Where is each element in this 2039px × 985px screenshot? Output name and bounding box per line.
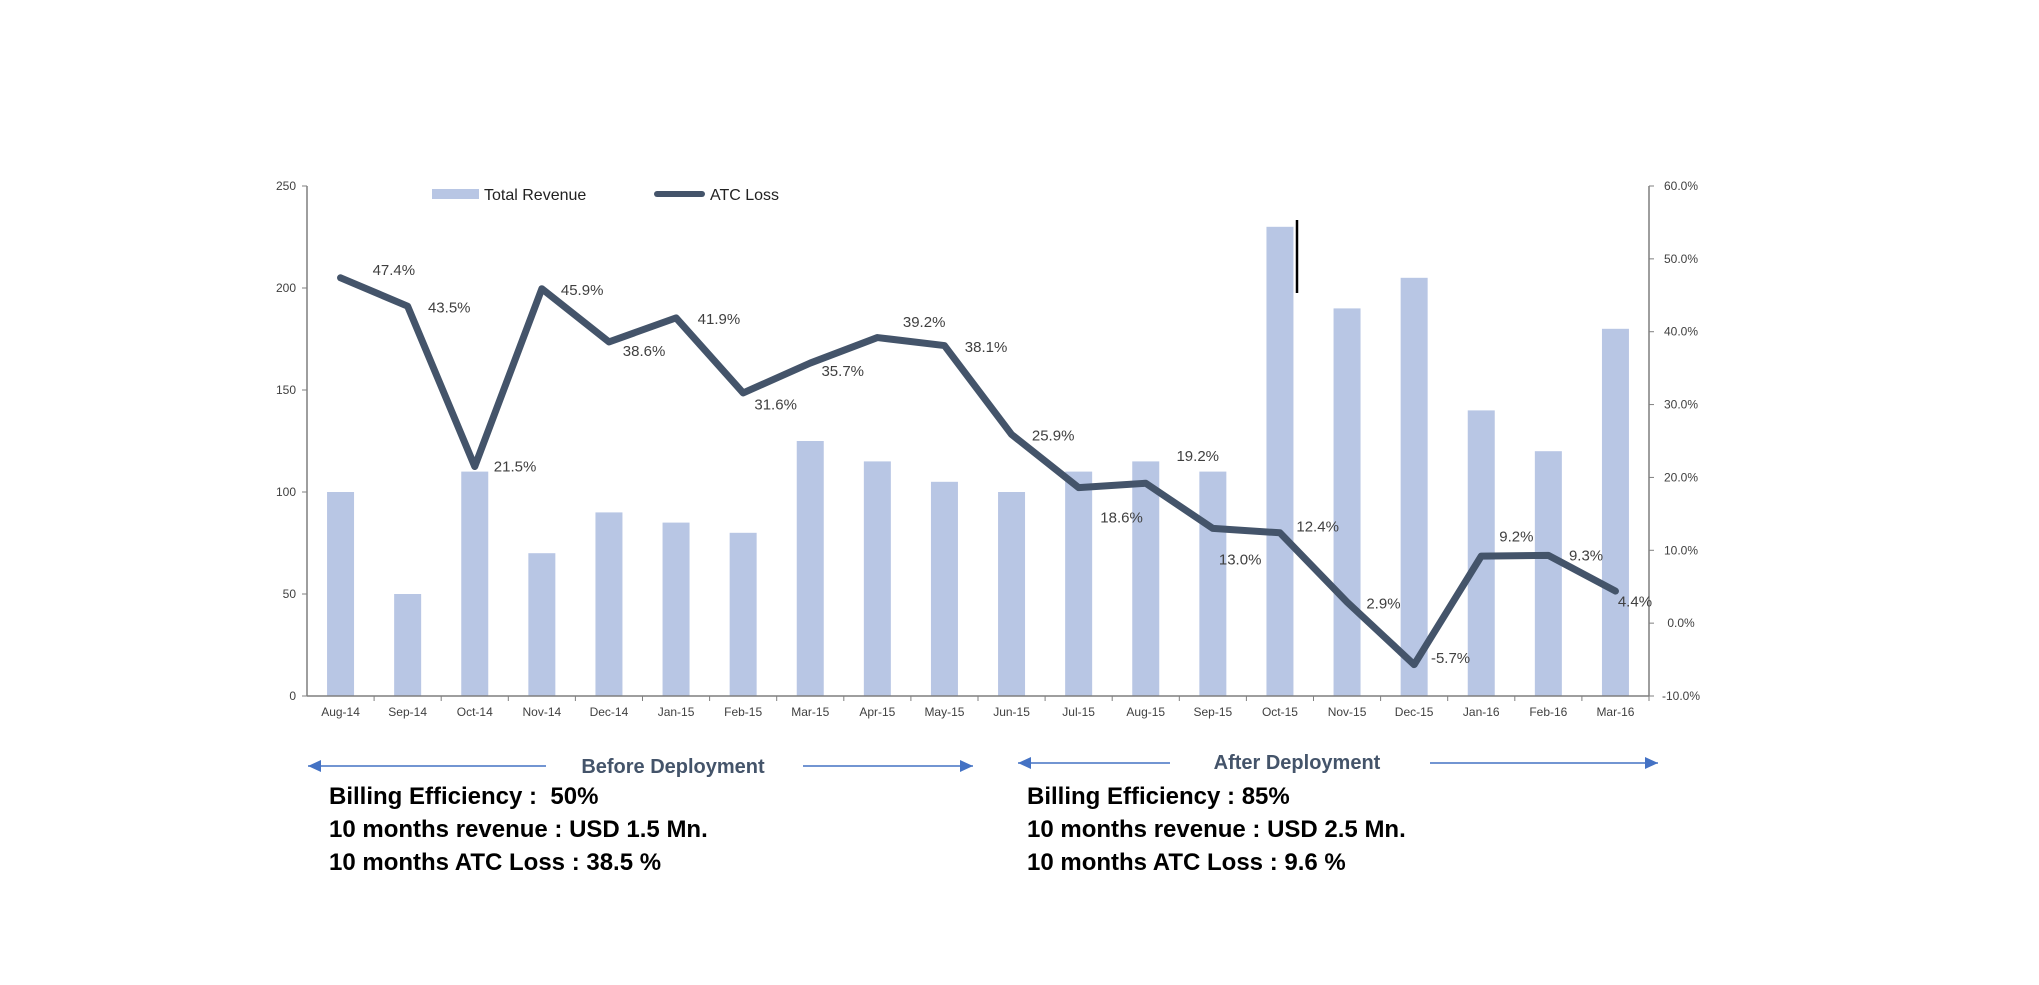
bar-feb-15 [729, 532, 757, 696]
x-tick-label: Dec-14 [590, 705, 629, 719]
x-tick-label: Dec-15 [1395, 705, 1434, 719]
bar-sep-15 [1199, 471, 1227, 696]
right-tick-label: 40.0% [1664, 325, 1698, 339]
before-deployment-title: Before Deployment [581, 756, 765, 778]
left-tick-label: 250 [276, 179, 296, 193]
bar-oct-14 [461, 471, 489, 696]
right-tick-label: 0.0% [1667, 616, 1695, 630]
x-tick-label: Jul-15 [1062, 705, 1095, 719]
legend-swatch-total-revenue [432, 189, 479, 199]
data-label: 12.4% [1296, 518, 1339, 535]
before-deployment-stats: Billing Efficiency : 50% 10 months reven… [329, 780, 708, 879]
data-label: 25.9% [1032, 428, 1075, 445]
data-label: 9.2% [1499, 529, 1533, 546]
bar-feb-16 [1534, 451, 1562, 696]
data-label: 21.5% [494, 459, 537, 476]
after-deployment-title: After Deployment [1214, 752, 1381, 774]
x-tick-label: Oct-14 [457, 705, 493, 719]
bar-mar-16 [1601, 328, 1629, 696]
left-tick-label: 100 [276, 485, 296, 499]
bar-nov-14 [528, 553, 556, 696]
right-tick-label: 30.0% [1664, 398, 1698, 412]
x-tick-label: Jan-15 [658, 705, 695, 719]
data-label: 35.7% [821, 363, 864, 380]
x-tick-label: Aug-14 [321, 705, 360, 719]
data-label: 38.1% [965, 339, 1008, 356]
data-label: 13.0% [1219, 552, 1262, 569]
legend: Total Revenue ATC Loss [432, 187, 779, 204]
right-tick-label: 10.0% [1664, 543, 1698, 557]
x-tick-label: May-15 [924, 705, 964, 719]
x-tick-label: Jun-15 [993, 705, 1030, 719]
right-tick-label: 60.0% [1664, 179, 1698, 193]
before-arrow-left-head [308, 760, 321, 772]
bar-sep-14 [394, 594, 422, 696]
x-tick-label: Feb-15 [724, 705, 762, 719]
data-label: 31.6% [754, 397, 797, 414]
before-arrow-right-head [960, 760, 973, 772]
left-tick-label: 0 [289, 689, 296, 703]
bar-mar-15 [796, 441, 824, 696]
before-revenue: 10 months revenue : USD 1.5 Mn. [329, 816, 708, 843]
data-label: 39.2% [903, 314, 946, 331]
x-tick-label: Jan-16 [1463, 705, 1500, 719]
right-tick-label: 50.0% [1664, 252, 1698, 266]
data-label: 45.9% [561, 282, 604, 299]
x-tick-label: Mar-16 [1596, 705, 1634, 719]
data-label: 38.6% [623, 343, 666, 360]
data-label: 2.9% [1366, 595, 1400, 612]
atc-loss-line [337, 274, 1619, 669]
bar-dec-15 [1400, 277, 1428, 696]
right-tick-label: 20.0% [1664, 470, 1698, 484]
left-tick-label: 50 [283, 587, 297, 601]
data-label: -5.7% [1431, 650, 1470, 667]
x-tick-label: Apr-15 [859, 705, 895, 719]
left-tick-label: 200 [276, 281, 296, 295]
before-atc-loss: 10 months ATC Loss : 38.5 % [329, 849, 662, 876]
after-arrow-left-head [1018, 757, 1031, 769]
legend-label-atc-loss: ATC Loss [710, 187, 779, 204]
legend-label-total-revenue: Total Revenue [484, 187, 586, 204]
data-label: 4.4% [1618, 593, 1652, 610]
data-label: 19.2% [1176, 448, 1219, 465]
after-atc-loss: 10 months ATC Loss : 9.6 % [1027, 849, 1346, 876]
bar-dec-14 [595, 512, 623, 696]
data-label: 47.4% [373, 262, 416, 279]
x-tick-label: Oct-15 [1262, 705, 1298, 719]
bar-aug-14 [327, 492, 355, 696]
bar-jul-15 [1065, 471, 1093, 696]
after-billing-efficiency: Billing Efficiency : 85% [1027, 783, 1290, 810]
data-label: 43.5% [428, 300, 471, 317]
x-tick-label: Mar-15 [791, 705, 829, 719]
bar-aug-15 [1132, 461, 1160, 696]
x-tick-label: Nov-14 [523, 705, 562, 719]
x-tick-label: Feb-16 [1529, 705, 1567, 719]
x-tick-label: Sep-14 [388, 705, 427, 719]
bar-may-15 [930, 481, 958, 696]
x-tick-label: Aug-15 [1126, 705, 1165, 719]
x-tick-label: Sep-15 [1193, 705, 1232, 719]
after-revenue: 10 months revenue : USD 2.5 Mn. [1027, 816, 1406, 843]
data-label: 18.6% [1100, 510, 1143, 527]
bar-apr-15 [863, 461, 891, 696]
before-billing-efficiency: Billing Efficiency : 50% [329, 783, 599, 810]
after-deployment-stats: Billing Efficiency : 85% 10 months reven… [1027, 780, 1406, 879]
left-tick-label: 150 [276, 383, 296, 397]
data-label: 9.3% [1569, 547, 1603, 564]
bar-jun-15 [998, 492, 1026, 696]
bar-oct-15 [1266, 226, 1294, 697]
after-arrow-right-head [1645, 757, 1658, 769]
right-tick-label: -10.0% [1662, 689, 1700, 703]
data-label: 41.9% [698, 311, 741, 328]
bar-jan-15 [662, 522, 690, 696]
x-tick-label: Nov-15 [1328, 705, 1367, 719]
bar-nov-15 [1333, 308, 1361, 696]
